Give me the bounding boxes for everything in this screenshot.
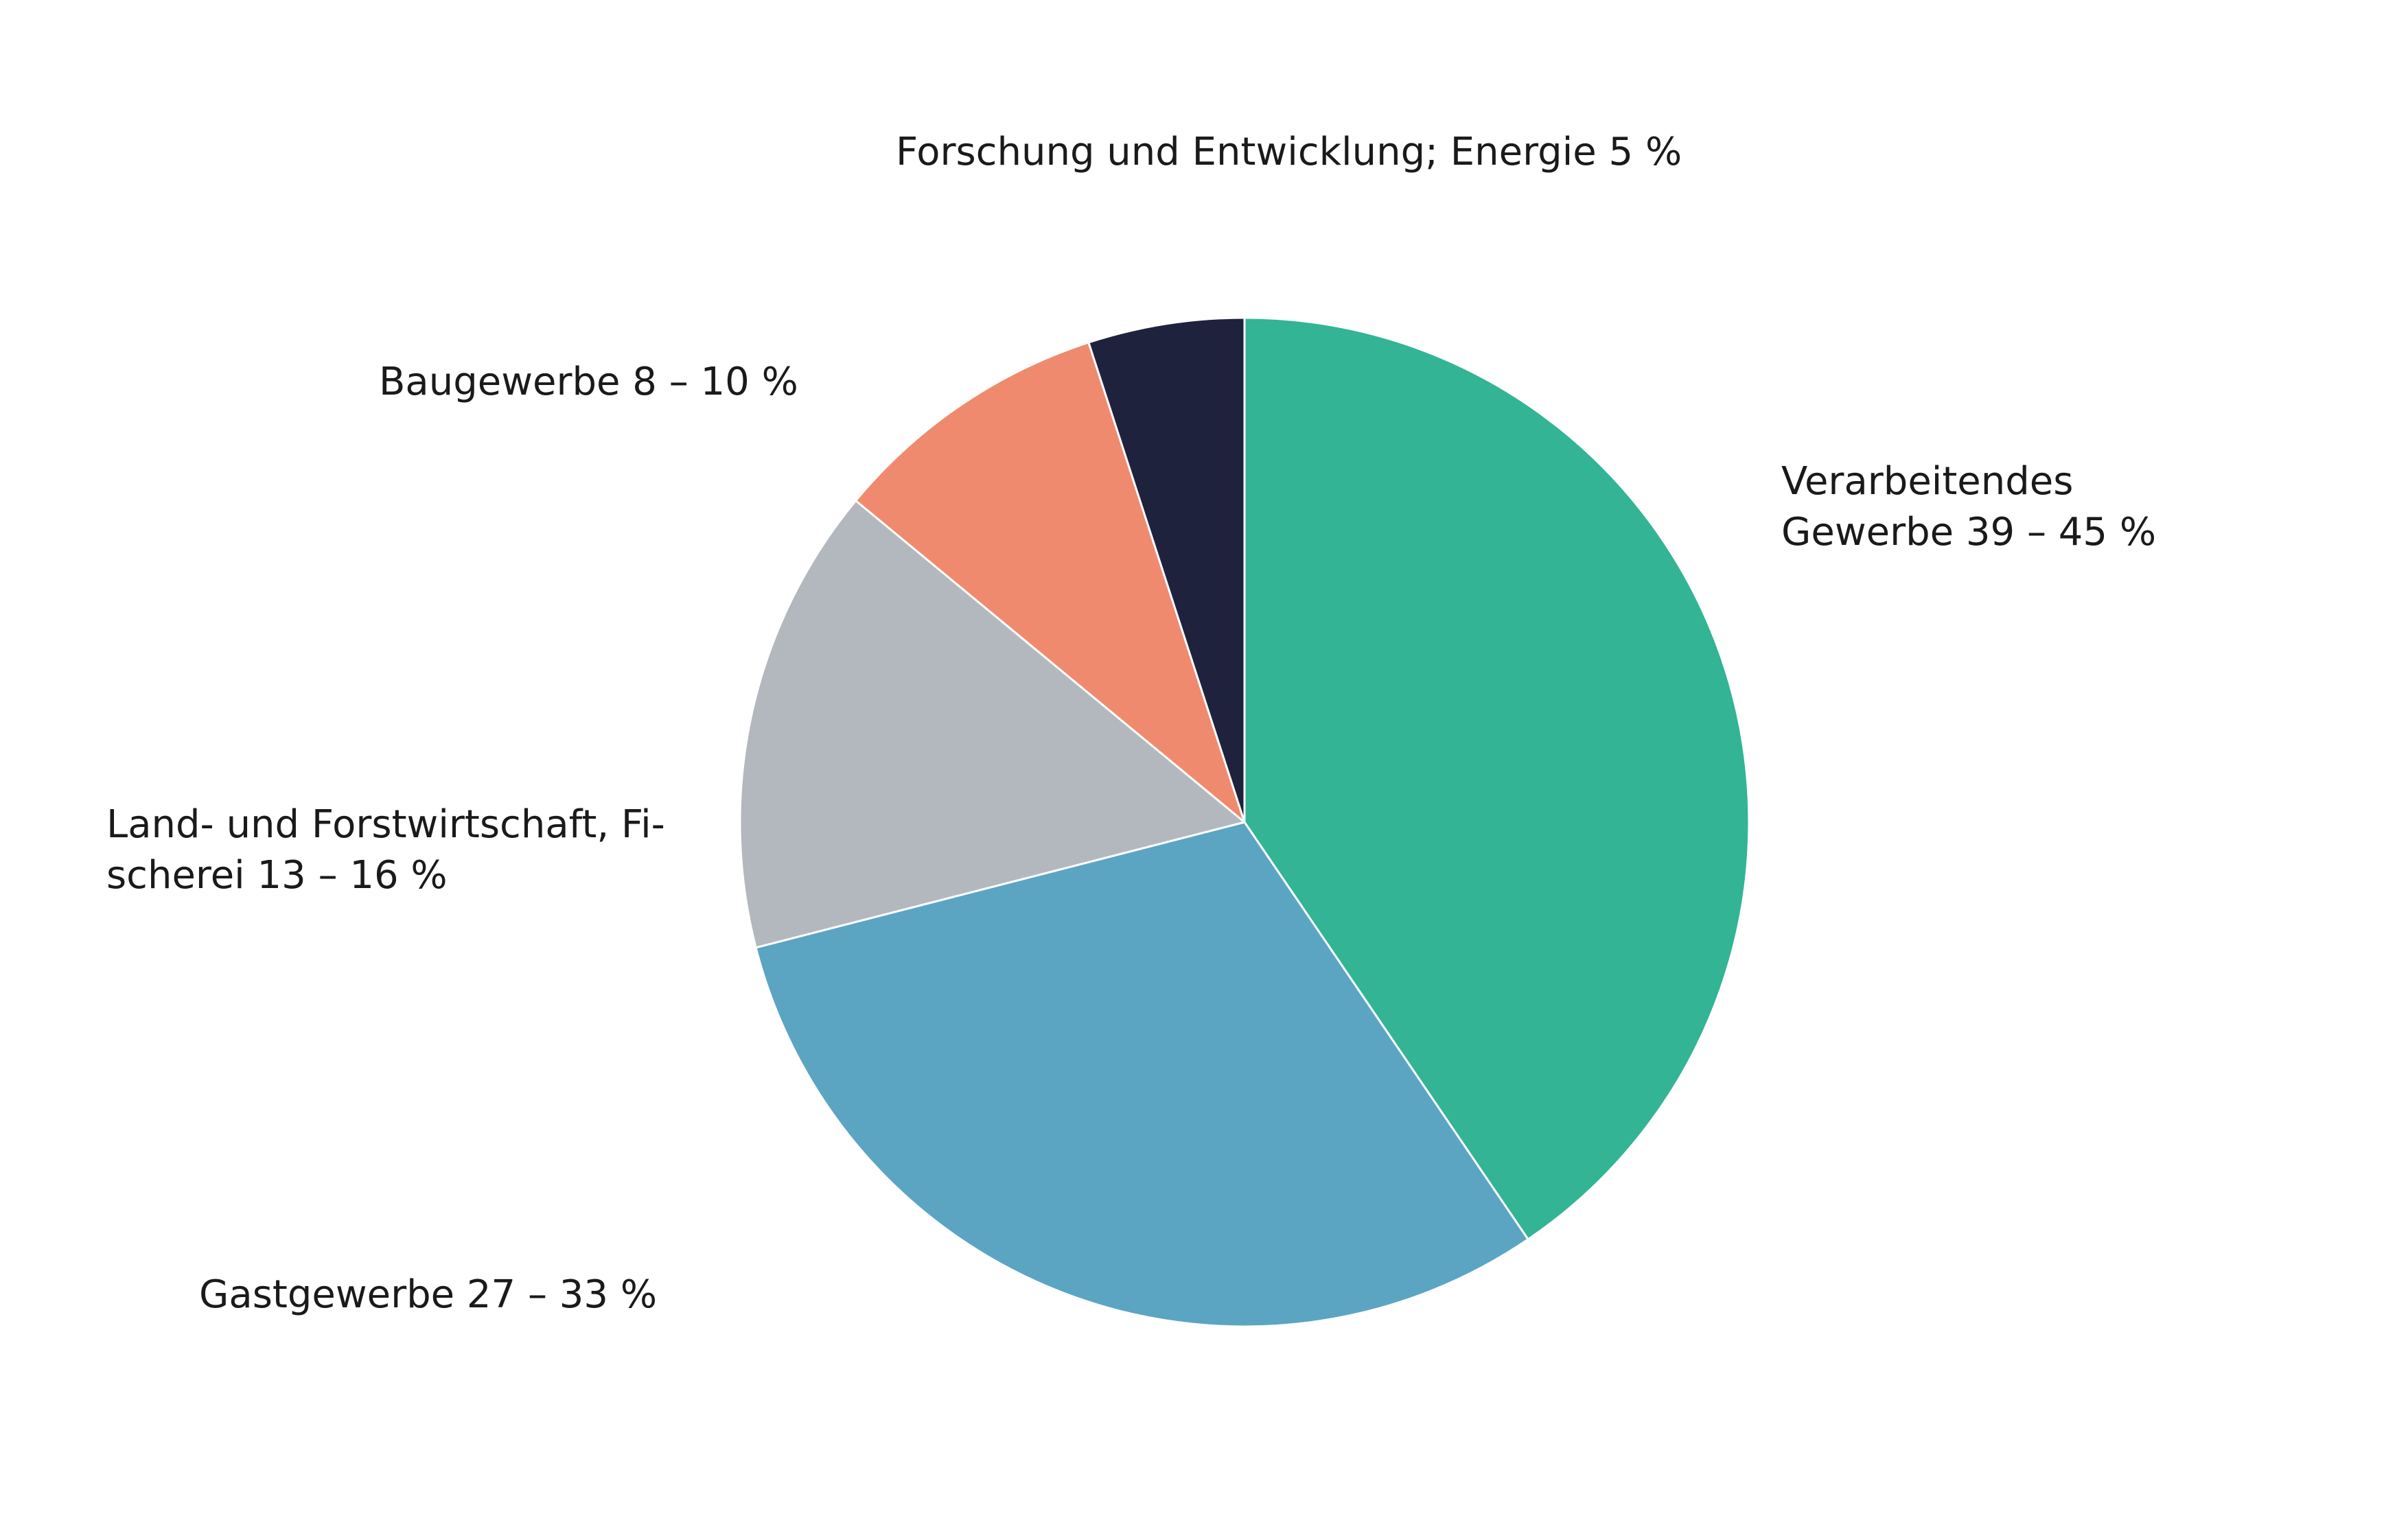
slice-label-line: Gastgewerbe 27 – 33 % bbox=[199, 1272, 657, 1317]
slice-label-2: Gastgewerbe 27 – 33 % bbox=[199, 1272, 657, 1317]
slice-label-line: Verarbeitendes bbox=[1781, 459, 2073, 504]
slice-label-line: Gewerbe 39 – 45 % bbox=[1781, 510, 2156, 555]
slice-label-4: Baugewerbe 8 – 10 % bbox=[379, 360, 798, 404]
slice-label-line: scherei 13 – 16 % bbox=[106, 853, 448, 898]
slice-label-3: Land- und Forstwirtschaft, Fi-scherei 13… bbox=[106, 802, 665, 898]
pie-labels: Verarbeitendes Gewerbe 39 – 45 % Gastgewer… bbox=[106, 130, 2156, 1317]
slice-label-5: Forschung und Entwicklung; Energie 5 % bbox=[896, 130, 1682, 174]
pie-slice-5 bbox=[1087, 316, 1246, 824]
pie-slice-4 bbox=[855, 341, 1246, 824]
slice-label-1: Verarbeitendes Gewerbe 39 – 45 % bbox=[1781, 459, 2156, 555]
pie-slice-2 bbox=[754, 821, 1529, 1328]
slice-label-line: Forschung und Entwicklung; Energie 5 % bbox=[896, 130, 1682, 174]
slice-label-line: Baugewerbe 8 – 10 % bbox=[379, 360, 798, 404]
pie-slice-1 bbox=[1243, 316, 1750, 1241]
slice-label-line: Land- und Forstwirtschaft, Fi- bbox=[106, 802, 665, 847]
pie-slice-3 bbox=[739, 499, 1246, 949]
pie-slices bbox=[739, 316, 1750, 1328]
